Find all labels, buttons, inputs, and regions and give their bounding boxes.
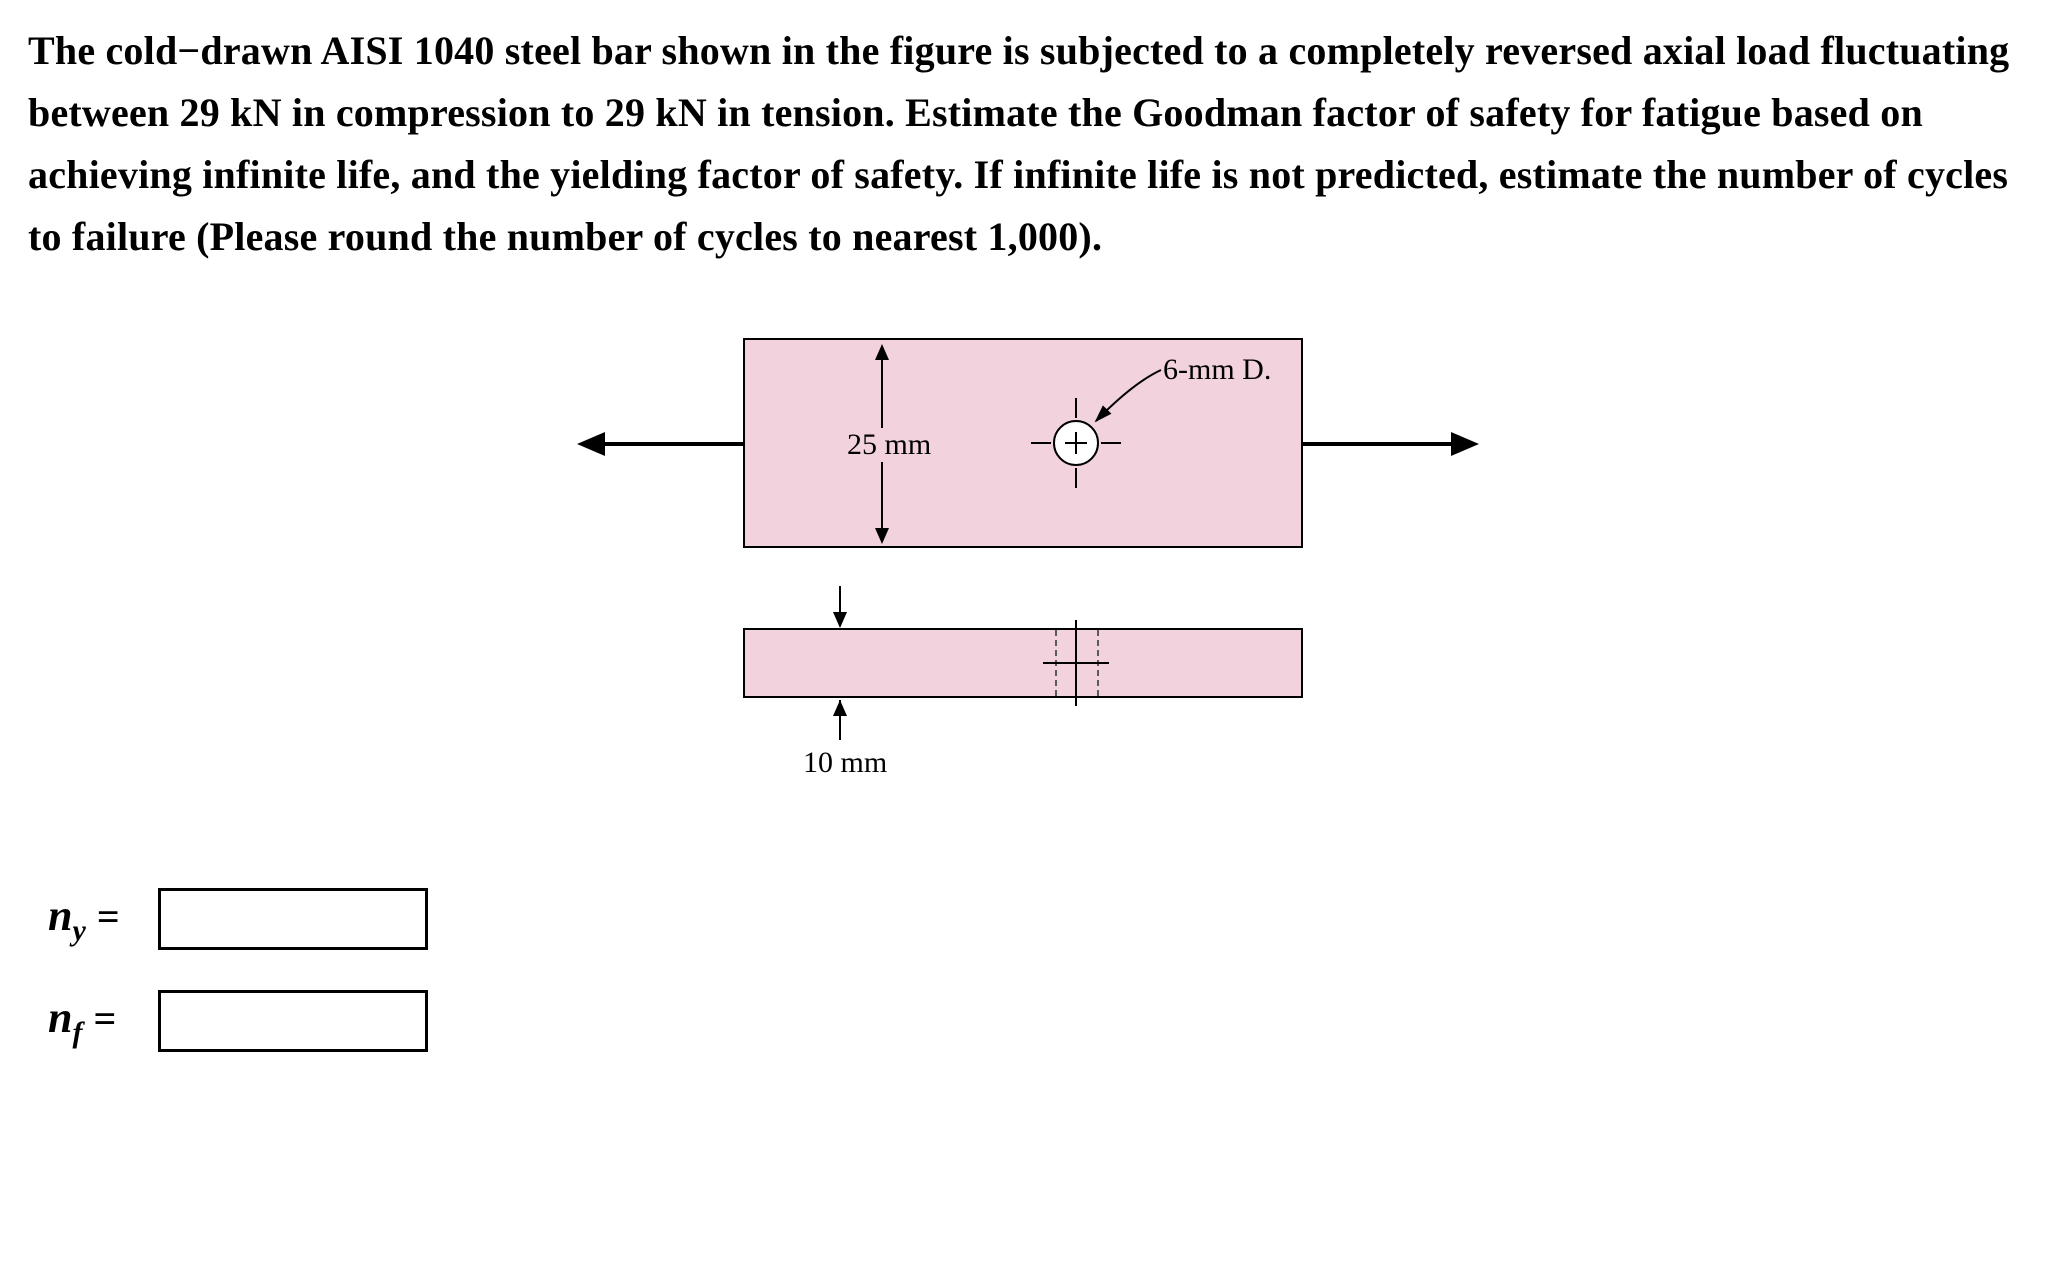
dim-25mm-arrow-up <box>875 344 889 360</box>
problem-statement: The cold−drawn AISI 1040 steel bar shown… <box>28 20 2018 268</box>
answer-symbol-nf: n <box>48 993 72 1042</box>
figure-container: 25 mm 6-mm D. <box>28 308 2018 828</box>
answer-label-nf: nf = <box>48 992 158 1050</box>
answer-symbol-ny: n <box>48 891 72 940</box>
answer-input-ny[interactable] <box>158 888 428 950</box>
axial-load-arrow-right-head <box>1451 432 1479 456</box>
hole-centerline-h <box>1043 662 1109 664</box>
axial-load-arrow-left-shaft <box>603 442 743 446</box>
equals-sign-ny: = <box>97 894 120 939</box>
bar-side-view <box>743 628 1303 698</box>
answer-subscript-nf: f <box>72 1016 82 1049</box>
answers-block: ny = nf = <box>28 888 2018 1052</box>
hole-center-tick-right <box>1101 442 1121 444</box>
bar-figure: 25 mm 6-mm D. <box>573 308 1473 828</box>
answer-row-ny: ny = <box>48 888 2018 950</box>
answer-label-ny: ny = <box>48 890 158 948</box>
dim-10mm-arrow-down <box>833 612 847 628</box>
hole-center-tick-bot <box>1075 468 1077 488</box>
dim-10mm-label: 10 mm <box>803 746 887 780</box>
axial-load-arrow-right-shaft <box>1303 442 1453 446</box>
dim-25mm-arrow-down <box>875 528 889 544</box>
axial-load-arrow-left-head <box>577 432 605 456</box>
hole-diameter-label: 6-mm D. <box>1163 353 1271 387</box>
dim-10mm-arrow-up <box>833 700 847 716</box>
hole <box>1053 420 1099 466</box>
equals-sign-nf: = <box>93 996 116 1041</box>
hole-center-tick-top <box>1075 398 1077 418</box>
dim-25mm-label: 25 mm <box>843 428 935 462</box>
page: The cold−drawn AISI 1040 steel bar shown… <box>0 0 2046 1112</box>
answer-row-nf: nf = <box>48 990 2018 1052</box>
hole-center-tick-left <box>1031 442 1051 444</box>
answer-input-nf[interactable] <box>158 990 428 1052</box>
answer-subscript-ny: y <box>72 914 85 947</box>
